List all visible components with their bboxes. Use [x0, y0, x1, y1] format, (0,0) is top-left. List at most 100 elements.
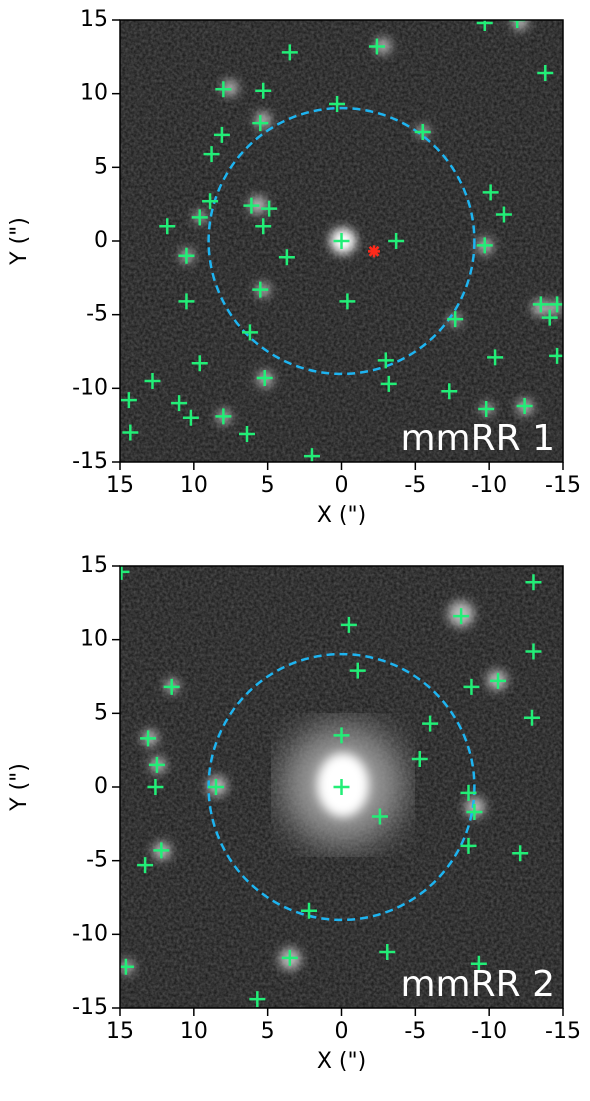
plus-marker	[122, 424, 139, 441]
x-tick-label: 0	[335, 473, 349, 498]
plus-marker	[495, 206, 512, 223]
plus-marker	[159, 218, 176, 235]
plus-marker	[147, 779, 164, 795]
plus-marker	[516, 398, 533, 415]
plus-marker	[215, 408, 232, 425]
plus-marker	[525, 643, 542, 660]
plus-marker	[460, 837, 477, 854]
plus-marker	[537, 65, 554, 82]
plus-marker	[368, 38, 385, 55]
plus-marker	[422, 715, 439, 732]
x-tick-label: -5	[404, 1019, 426, 1044]
plus-marker	[487, 349, 504, 366]
plus-marker	[252, 115, 269, 132]
y-tick-label: 15	[80, 7, 108, 32]
x-tick-label: 5	[261, 1019, 275, 1044]
plus-marker	[207, 779, 224, 795]
plus-marker	[340, 616, 357, 633]
y-tick-label: -15	[72, 995, 108, 1020]
plot-area	[120, 20, 563, 462]
plus-marker	[238, 426, 255, 443]
plus-marker	[243, 197, 260, 214]
x-tick-label: -10	[471, 473, 507, 498]
plus-marker	[241, 324, 258, 341]
plus-marker	[249, 991, 266, 1008]
plus-marker	[453, 608, 470, 625]
plus-marker	[215, 81, 232, 98]
y-tick-label: 0	[94, 774, 108, 799]
x-tick-label: 5	[261, 473, 275, 498]
plus-marker	[252, 281, 269, 298]
plus-marker	[371, 808, 388, 825]
y-tick-label: 5	[94, 700, 108, 725]
plus-marker	[509, 20, 526, 28]
y-tick-label: 10	[80, 627, 108, 652]
plus-marker	[148, 756, 165, 773]
y-tick-label: -15	[72, 449, 108, 474]
plus-marker	[463, 678, 480, 695]
plus-marker	[137, 857, 154, 874]
plus-marker	[333, 233, 350, 249]
x-tick-label: -10	[471, 1019, 507, 1044]
panel-label: mmRR 2	[400, 964, 555, 1005]
plus-marker	[329, 95, 346, 112]
y-tick-label: -5	[86, 848, 108, 873]
plus-marker	[120, 392, 137, 409]
sky-image	[120, 566, 563, 1008]
x-tick-label: 10	[180, 1019, 208, 1044]
y-tick-label: -10	[72, 921, 108, 946]
plus-marker	[182, 409, 199, 426]
x-tick-label: -15	[545, 1019, 581, 1044]
plus-marker	[140, 730, 157, 747]
plus-marker	[388, 233, 405, 249]
y-tick-label: -10	[72, 375, 108, 400]
y-axis-label: Y (")	[7, 217, 32, 266]
x-tick-label: -5	[404, 473, 426, 498]
plus-marker	[301, 902, 318, 919]
plus-marker	[349, 662, 366, 679]
plus-marker	[525, 574, 542, 591]
plus-marker	[541, 309, 558, 326]
y-tick-label: 15	[80, 553, 108, 578]
x-tick-label: -15	[545, 473, 581, 498]
plus-marker	[171, 395, 188, 412]
plus-marker	[460, 784, 477, 801]
y-tick-label: 5	[94, 154, 108, 179]
plus-marker	[482, 184, 499, 201]
aperture-circle	[207, 106, 476, 376]
plus-marker	[191, 355, 208, 372]
plot-area	[120, 566, 542, 1008]
plus-marker	[379, 944, 396, 961]
plus-marker	[202, 193, 219, 210]
plus-marker	[476, 20, 493, 31]
plus-marker	[153, 842, 170, 859]
plus-marker	[281, 44, 298, 61]
plus-marker	[523, 709, 540, 726]
y-axis-label: Y (")	[7, 763, 32, 812]
plus-marker	[256, 370, 273, 387]
x-tick-label: 15	[106, 473, 134, 498]
plus-marker	[377, 352, 394, 369]
plus-marker	[144, 372, 161, 389]
plus-marker	[490, 672, 507, 689]
plus-marker	[447, 311, 464, 328]
plus-marker	[178, 247, 195, 264]
x-axis-label: X (")	[317, 503, 366, 528]
x-tick-label: 0	[335, 1019, 349, 1044]
y-tick-label: 10	[80, 81, 108, 106]
star-marker	[367, 245, 380, 258]
plus-marker	[339, 293, 356, 310]
plus-marker	[478, 400, 495, 417]
plus-marker	[333, 779, 350, 795]
plus-marker	[333, 727, 350, 744]
plus-marker	[476, 237, 493, 254]
plus-marker	[532, 296, 549, 313]
plus-marker	[261, 200, 278, 217]
y-tick-label: -5	[86, 302, 108, 327]
plus-marker	[411, 751, 428, 768]
plus-marker	[414, 123, 431, 140]
x-tick-label: 10	[180, 473, 208, 498]
panel-label: mmRR 1	[400, 418, 555, 459]
plus-marker	[255, 218, 272, 235]
